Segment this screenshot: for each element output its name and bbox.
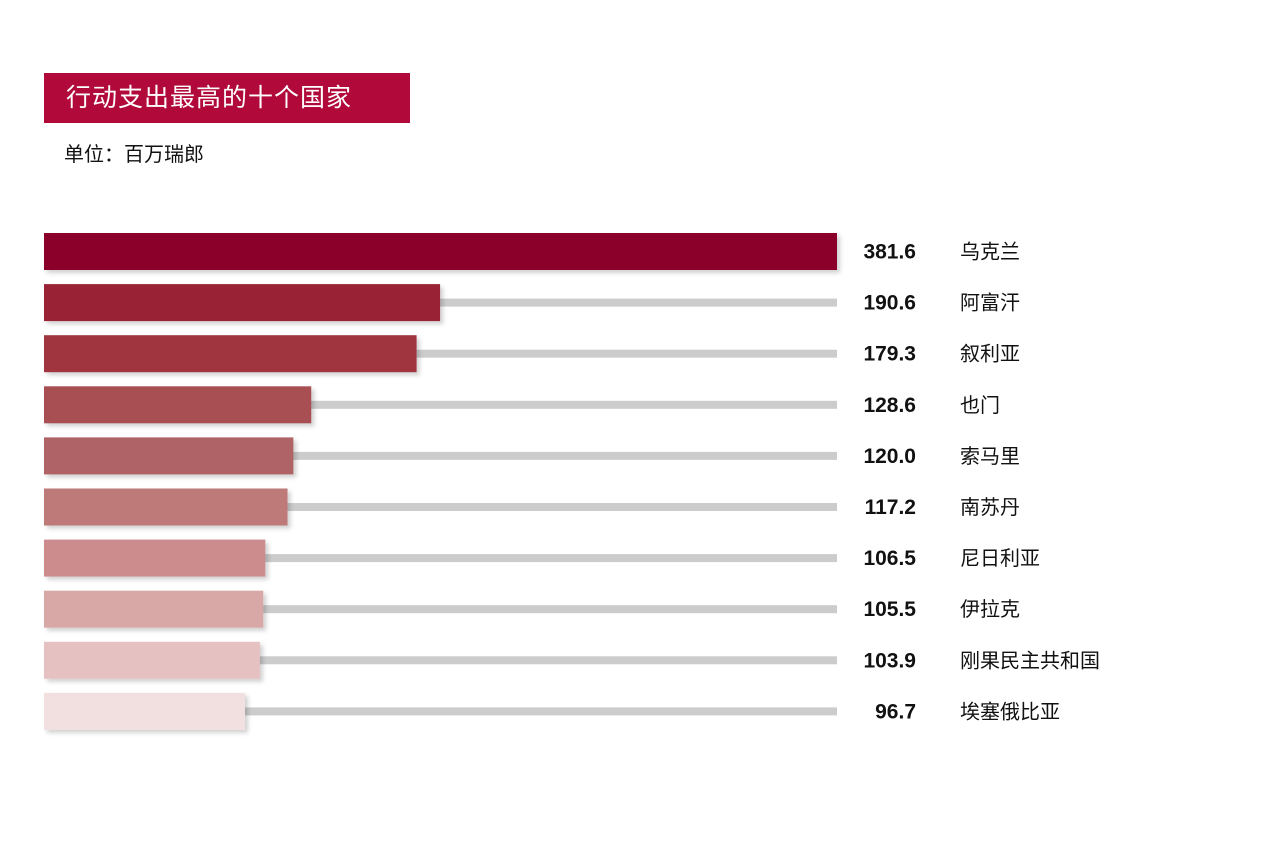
bar (44, 437, 294, 475)
bar (44, 386, 312, 424)
bar-track (44, 656, 837, 665)
value-label: 103.9 (863, 649, 916, 672)
category-label: 尼日利亚 (960, 546, 1040, 570)
chart-title: 行动支出最高的十个国家 (44, 73, 410, 123)
bar (44, 590, 264, 628)
bar (44, 641, 260, 679)
value-label: 120.0 (863, 445, 916, 468)
category-label: 南苏丹 (960, 495, 1020, 519)
bar (44, 692, 245, 730)
bar-track (44, 349, 837, 358)
category-label: 埃塞俄比亚 (960, 699, 1060, 723)
category-label: 索马里 (960, 444, 1020, 468)
category-label: 伊拉克 (960, 597, 1020, 621)
bar-track (44, 503, 837, 511)
bar (44, 284, 441, 322)
category-label: 叙利亚 (960, 342, 1020, 366)
bar (44, 233, 837, 270)
value-label: 105.5 (863, 598, 916, 621)
value-label: 190.6 (863, 292, 916, 315)
bar (44, 335, 417, 373)
bar-track (44, 554, 837, 563)
bar-track (44, 605, 837, 614)
category-label: 刚果民主共和国 (960, 648, 1100, 672)
chart-subtitle: 单位：百万瑞郎 (64, 142, 204, 166)
bar-track (44, 707, 837, 716)
category-label: 乌克兰 (960, 240, 1020, 264)
bar (44, 488, 288, 526)
category-label: 阿富汗 (960, 291, 1020, 315)
value-label: 106.5 (863, 547, 916, 570)
bar-track (44, 298, 837, 307)
value-label: 117.2 (865, 496, 916, 519)
bar-track (44, 400, 837, 409)
bar (44, 539, 266, 577)
category-label: 也门 (960, 393, 1000, 417)
value-label: 179.3 (863, 343, 916, 366)
value-label: 128.6 (863, 394, 916, 417)
value-label: 96.7 (875, 700, 916, 723)
value-label: 381.6 (863, 241, 916, 264)
bar-track (44, 451, 837, 460)
